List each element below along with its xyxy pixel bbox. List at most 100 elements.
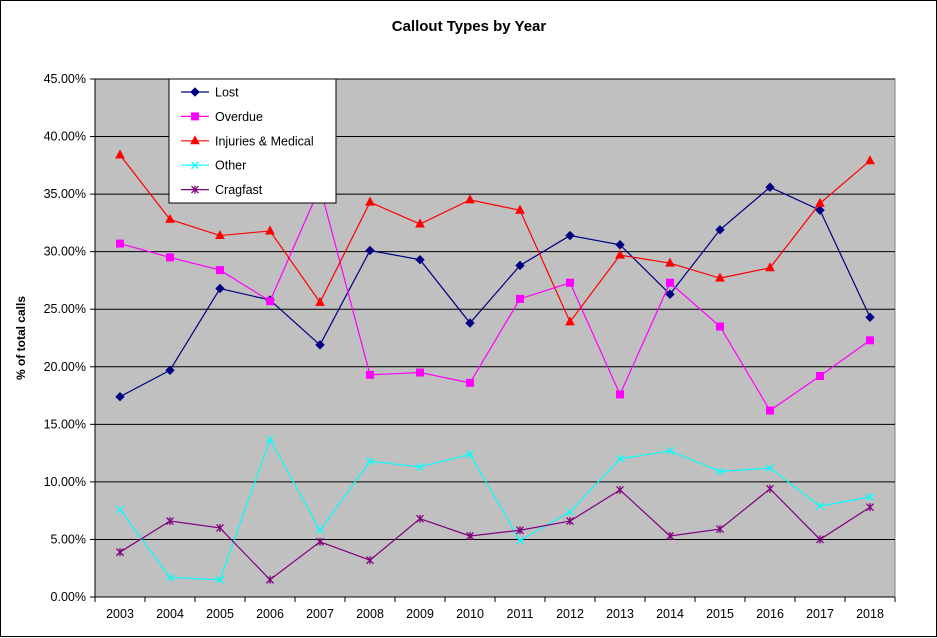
data-point [366, 370, 374, 379]
data-point [215, 229, 225, 240]
data-point [216, 575, 224, 584]
data-point [265, 225, 275, 235]
data-point [165, 213, 175, 223]
data-point [816, 535, 824, 544]
data-point [566, 517, 574, 526]
y-tick-label: 0.00% [51, 590, 86, 604]
data-point [116, 548, 124, 557]
x-tick-label: 2006 [256, 607, 284, 621]
data-point [465, 318, 475, 328]
data-point [466, 531, 474, 540]
data-point [416, 514, 424, 523]
y-tick-label: 40.00% [44, 130, 86, 144]
data-point [815, 197, 825, 207]
legend-item: Overdue [181, 110, 263, 124]
data-point [715, 225, 725, 235]
data-point [866, 503, 874, 512]
legend-label: Injuries & Medical [215, 134, 314, 148]
series-line [119, 186, 871, 398]
data-point [366, 556, 374, 565]
data-point [515, 204, 525, 214]
data-point [465, 194, 475, 204]
data-point [266, 297, 274, 306]
data-point [315, 340, 325, 350]
data-point [316, 537, 324, 546]
x-tick-label: 2011 [507, 607, 534, 621]
data-point [565, 230, 575, 241]
series-line [119, 185, 871, 412]
data-point [190, 135, 200, 145]
data-point [765, 262, 775, 272]
data-point [365, 245, 375, 256]
x-tick-label: 2005 [206, 607, 234, 621]
data-point [766, 406, 774, 415]
series-cragfast [116, 484, 874, 584]
x-tick-label: 2004 [156, 607, 184, 621]
data-point [566, 507, 574, 516]
x-tick-label: 2003 [106, 607, 134, 621]
y-tick-label: 10.00% [44, 475, 86, 489]
data-point [215, 283, 225, 294]
data-point [416, 462, 424, 471]
data-point [766, 484, 774, 493]
data-point [715, 272, 725, 282]
data-point [116, 505, 124, 514]
chart-title: Callout Types by Year [392, 18, 547, 35]
legend-item: Other [181, 159, 246, 173]
data-point [516, 294, 524, 303]
legend-label: Other [215, 159, 246, 173]
data-point [616, 454, 624, 463]
data-point [865, 312, 875, 322]
series-line [119, 487, 871, 581]
x-tick-label: 2012 [556, 607, 584, 621]
data-point [666, 531, 674, 540]
data-point [415, 255, 425, 265]
data-point [165, 365, 175, 375]
series-injuries-medical [115, 149, 875, 326]
data-point [866, 336, 874, 345]
data-point [266, 435, 274, 444]
data-point [815, 205, 825, 215]
series-line [119, 437, 871, 581]
y-tick-label: 25.00% [44, 302, 86, 316]
data-point [666, 278, 674, 287]
y-tick-label: 45.00% [44, 72, 86, 86]
y-tick-label: 5.00% [51, 532, 86, 546]
data-point [716, 467, 724, 476]
data-point [191, 112, 199, 121]
data-point [565, 316, 575, 326]
data-point [516, 526, 524, 535]
data-point [415, 218, 425, 228]
legend: Lost Overdue Injuries & Medical Other Cragfa… [168, 78, 337, 204]
y-tick-label: 15.00% [44, 417, 86, 431]
data-point [615, 240, 625, 250]
data-point [765, 182, 775, 192]
y-tick-label: 20.00% [44, 360, 86, 374]
data-point [166, 253, 174, 262]
data-point [515, 260, 525, 271]
data-point [266, 575, 274, 584]
data-point [466, 378, 474, 387]
data-point [665, 289, 675, 299]
data-point [866, 492, 874, 501]
data-point [166, 573, 174, 582]
series-line [119, 154, 871, 324]
y-tick-label: 35.00% [44, 187, 86, 201]
x-tick-label: 2010 [456, 607, 484, 621]
data-point [766, 464, 774, 473]
data-point [716, 322, 724, 331]
data-point [416, 368, 424, 377]
legend-item: Injuries & Medical [181, 134, 314, 148]
axes: 0.00% 5.00% 10.00% 15.00% 20.00% 25.00% 30.00%… [44, 72, 896, 621]
legend-item: Lost [181, 86, 239, 100]
data-point [616, 390, 624, 399]
data-point [166, 517, 174, 526]
x-tick-label: 2014 [656, 607, 684, 621]
data-point [666, 446, 674, 455]
x-tick-label: 2009 [406, 607, 434, 621]
data-point [466, 450, 474, 459]
data-point [316, 526, 324, 535]
data-point [190, 87, 200, 97]
